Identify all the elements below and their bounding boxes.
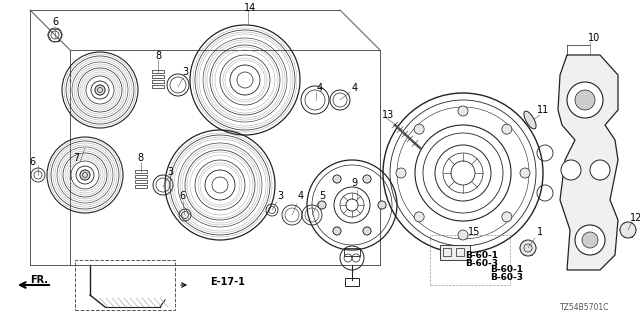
Text: 11: 11: [537, 105, 549, 115]
Circle shape: [414, 212, 424, 222]
Bar: [152, 85, 164, 88]
Text: 14: 14: [244, 3, 256, 13]
Bar: [443, 248, 451, 256]
Text: 3: 3: [182, 67, 188, 77]
Text: 3: 3: [277, 191, 283, 201]
Text: 10: 10: [588, 33, 600, 43]
Text: FR.: FR.: [30, 275, 48, 285]
Circle shape: [575, 90, 595, 110]
Circle shape: [502, 124, 512, 134]
Bar: [152, 70, 164, 73]
Bar: [345, 278, 359, 286]
Circle shape: [95, 85, 105, 95]
Circle shape: [333, 227, 341, 235]
Bar: [135, 180, 147, 183]
Text: 15: 15: [468, 227, 480, 237]
Text: 7: 7: [73, 153, 79, 163]
Text: 6: 6: [52, 17, 58, 27]
Bar: [135, 185, 147, 188]
Circle shape: [363, 175, 371, 183]
Text: 9: 9: [351, 178, 357, 188]
Circle shape: [414, 124, 424, 134]
Circle shape: [458, 106, 468, 116]
Circle shape: [620, 222, 636, 238]
Text: 8: 8: [155, 51, 161, 61]
Circle shape: [363, 227, 371, 235]
Text: 4: 4: [352, 83, 358, 93]
Bar: [456, 248, 464, 256]
Text: 8: 8: [137, 153, 143, 163]
Circle shape: [458, 230, 468, 240]
Circle shape: [80, 170, 90, 180]
Text: 6: 6: [29, 157, 35, 167]
Bar: [440, 245, 470, 260]
Circle shape: [363, 227, 371, 235]
Text: 4: 4: [317, 83, 323, 93]
Text: TZ54B5701C: TZ54B5701C: [560, 303, 609, 313]
Text: 13: 13: [382, 110, 394, 120]
Circle shape: [378, 201, 386, 209]
Text: B-60-3: B-60-3: [490, 274, 523, 283]
Bar: [430, 235, 510, 285]
Polygon shape: [558, 55, 618, 270]
Circle shape: [333, 175, 341, 183]
Text: 6: 6: [179, 191, 185, 201]
Circle shape: [590, 160, 610, 180]
Text: 4: 4: [298, 191, 304, 201]
Circle shape: [502, 212, 512, 222]
Circle shape: [333, 227, 341, 235]
Bar: [344, 248, 360, 256]
Text: B-60-1: B-60-1: [465, 251, 498, 260]
Circle shape: [575, 225, 605, 255]
Circle shape: [333, 175, 341, 183]
Bar: [152, 75, 164, 78]
Circle shape: [318, 201, 326, 209]
Text: 1: 1: [537, 227, 543, 237]
Bar: [135, 175, 147, 178]
Circle shape: [567, 82, 603, 118]
Bar: [75, 260, 175, 310]
Text: B-60-3: B-60-3: [465, 259, 498, 268]
Text: 5: 5: [319, 191, 325, 201]
Circle shape: [520, 240, 536, 256]
Text: E-17-1: E-17-1: [210, 277, 245, 287]
Bar: [152, 80, 164, 83]
Ellipse shape: [524, 111, 536, 129]
Text: B-60-1: B-60-1: [490, 266, 523, 275]
Circle shape: [396, 168, 406, 178]
Text: 12: 12: [630, 213, 640, 223]
Circle shape: [520, 168, 530, 178]
Bar: [135, 170, 147, 173]
Circle shape: [561, 160, 581, 180]
Circle shape: [378, 201, 386, 209]
Circle shape: [363, 175, 371, 183]
Circle shape: [318, 201, 326, 209]
Text: 3: 3: [167, 167, 173, 177]
Circle shape: [582, 232, 598, 248]
